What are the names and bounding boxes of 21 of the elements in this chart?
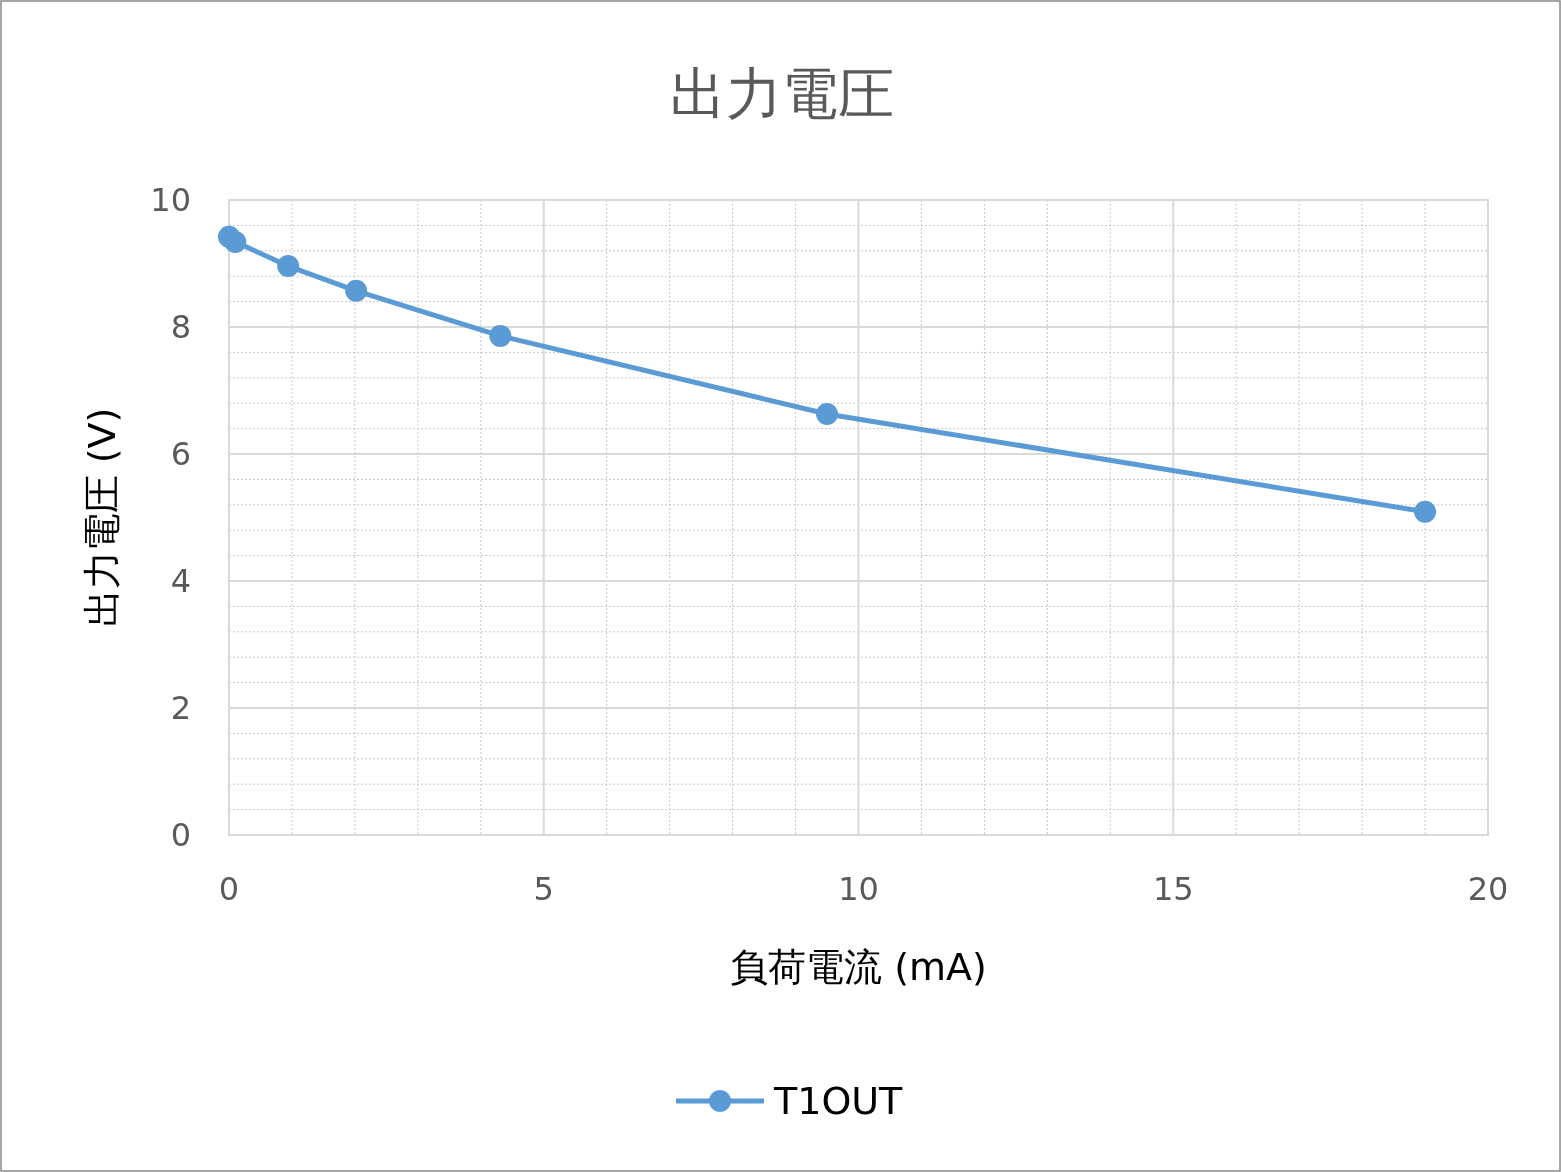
y-tick-label: 4 [170, 562, 191, 600]
legend-label: T1OUT [773, 1079, 904, 1123]
x-tick-label: 15 [1152, 870, 1194, 908]
chart-title: 出力電圧 [669, 61, 894, 126]
y-axis-title: 出力電圧 (V) [80, 407, 124, 628]
x-axis-title: 負荷電流 (mA) [730, 945, 987, 989]
x-tick-label: 0 [218, 870, 240, 908]
point [1414, 500, 1437, 523]
x-tick-label: 5 [533, 870, 554, 908]
y-tick-label: 2 [170, 689, 191, 727]
x-tick-label: 10 [838, 870, 879, 908]
point [345, 279, 368, 302]
y-tick-label: 8 [170, 308, 191, 346]
y-tick-label: 0 [170, 816, 191, 854]
y-tick-label: 6 [170, 435, 191, 473]
point [218, 225, 240, 248]
y-tick-label: 10 [150, 181, 191, 219]
point [489, 324, 512, 347]
x-tick-label: 20 [1467, 870, 1509, 908]
point [277, 255, 300, 278]
point [816, 403, 839, 425]
